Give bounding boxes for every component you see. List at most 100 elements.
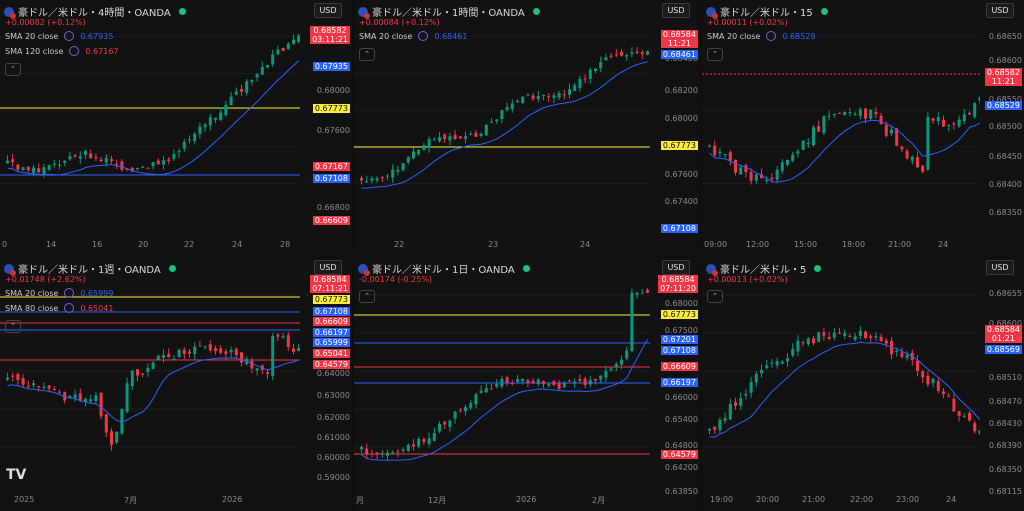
symbol-header[interactable]: 豪ドル／米ドル・1日・OANDA [358,261,530,276]
time-axis-label: 24 [946,495,957,504]
price-badge: 0.68582 11:21 [984,68,1022,86]
candle-body [104,158,108,163]
candle-body [713,145,717,156]
candle-body [391,452,395,454]
candle-body [84,150,87,155]
symbol-header[interactable]: 豪ドル／米ドル・1週・OANDA [4,261,176,276]
chart-pane[interactable]: 豪ドル／米ドル・1日・OANDA -0.00174 (-0.25%) ⌃ USD 0.6… [354,257,700,511]
tradingview-logo[interactable]: TV [6,467,27,483]
candle-body [547,95,551,97]
candle-body [396,451,400,453]
candlestick-plot[interactable] [0,0,300,220]
candle-body [281,48,285,51]
candle-body [786,358,789,362]
candle-body [594,378,597,381]
indicator-value: 0.68461 [434,31,468,41]
currency-button[interactable]: USD [314,260,342,275]
candle-body [630,52,634,54]
price-badge: 0.66609 [312,317,350,326]
candlestick-plot[interactable] [354,0,650,220]
visibility-icon[interactable] [64,303,75,313]
symbol-title: 豪ドル／米ドル・1時間・OANDA [372,8,525,19]
chart-pane[interactable]: 豪ドル／米ドル・1時間・OANDA +0.00084 (+0.12%) SMA 20… [354,0,700,255]
candle-body [365,181,369,183]
candle-body [609,368,613,371]
collapse-legend-button[interactable]: ⌃ [359,290,375,303]
visibility-icon[interactable] [64,31,75,41]
visibility-icon[interactable] [69,46,80,56]
candle-body [229,96,233,106]
candle-body [490,121,493,123]
indicator-legend[interactable]: SMA 20 close 0.68461 [359,31,467,41]
price-scale-label: 0.63850 [664,487,698,496]
candle-body [58,391,61,393]
price-badge: 0.68582 03:11:21 [310,26,350,44]
symbol-header[interactable]: 豪ドル／米ドル・4時間・OANDA [4,4,186,19]
price-scale-label: 0.68655 [988,289,1022,298]
aud-flag-icon [706,263,718,276]
candle-body [406,444,410,451]
currency-button[interactable]: USD [986,3,1014,18]
indicator-legend[interactable]: SMA 20 close 0.65999 [5,288,113,298]
visibility-icon[interactable] [64,288,75,298]
indicator-label: SMA 20 close [359,31,413,41]
candle-body [708,428,711,431]
candlestick-plot[interactable] [354,257,650,485]
candle-body [625,54,629,57]
chart-pane[interactable]: 豪ドル／米ドル・5 +0.00013 (+0.02%) ⌃ USD 0.68655 0.6… [702,257,1024,511]
candle-body [812,338,815,344]
indicator-legend[interactable]: SMA 80 close 0.65041 [5,303,113,313]
candle-body [770,362,774,364]
candlestick-plot[interactable] [702,0,980,220]
symbol-header[interactable]: 豪ドル／米ドル・15 [706,4,828,19]
visibility-icon[interactable] [766,31,777,41]
candle-body [895,351,899,353]
price-badge: 0.67935 [312,62,350,71]
candle-body [412,151,415,159]
currency-button[interactable]: USD [662,260,690,275]
candle-body [203,124,207,128]
symbol-title: 豪ドル／米ドル・4時間・OANDA [18,8,171,19]
chart-pane[interactable]: 豪ドル／米ドル・1週・OANDA +0.01748 (+2.62%) SMA 20 … [0,257,352,511]
collapse-legend-button[interactable]: ⌃ [707,48,723,61]
candle-body [271,54,275,65]
visibility-icon[interactable] [418,31,429,41]
price-scale-label: 0.64200 [664,463,698,472]
candlestick-plot[interactable] [0,257,300,485]
collapse-legend-button[interactable]: ⌃ [707,290,723,303]
currency-button[interactable]: USD [986,260,1014,275]
candle-body [42,386,46,388]
symbol-header[interactable]: 豪ドル／米ドル・1時間・OANDA [358,4,540,19]
chart-pane[interactable]: 豪ドル／米ドル・4時間・OANDA +0.00082 (+0.12%) SMA 20… [0,0,352,255]
collapse-legend-button[interactable]: ⌃ [5,63,21,76]
candle-body [973,423,977,432]
candle-body [864,331,867,339]
candle-body [422,439,426,442]
candle-body [464,407,467,412]
indicator-legend[interactable]: SMA 120 close 0.67167 [5,46,119,56]
price-scale-label: 0.60000 [316,453,350,462]
candle-body [448,420,452,427]
candle-body [162,355,165,358]
indicator-legend[interactable]: SMA 20 close 0.67935 [5,31,113,41]
symbol-header[interactable]: 豪ドル／米ドル・5 [706,261,822,276]
candlestick-plot[interactable] [702,257,980,485]
currency-button[interactable]: USD [662,3,690,18]
collapse-legend-button[interactable]: ⌃ [359,48,375,61]
price-badge: 0.67108 [312,174,350,183]
chart-pane[interactable]: 豪ドル／米ドル・15 +0.00011 (+0.02%) SMA 20 close 0… [702,0,1024,255]
candle-body [234,91,238,95]
candle-body [406,157,410,163]
candle-body [838,112,841,114]
currency-button[interactable]: USD [314,3,342,18]
collapse-legend-button[interactable]: ⌃ [5,320,21,333]
candle-body [208,117,212,126]
time-axis-label: 24 [938,240,949,249]
candle-body [412,444,415,447]
candle-body [479,390,483,393]
indicator-legend[interactable]: SMA 20 close 0.68529 [707,31,815,41]
price-scale-label: 0.68350 [988,465,1022,474]
candle-body [604,371,608,378]
candle-body [292,39,295,44]
candle-body [614,363,618,367]
